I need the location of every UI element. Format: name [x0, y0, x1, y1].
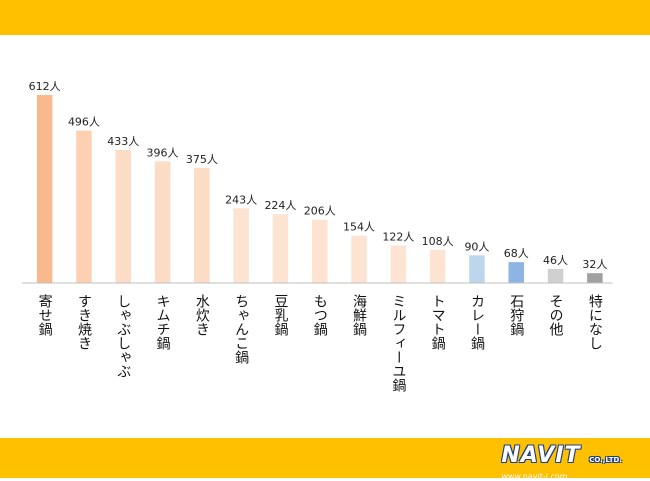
category-label-2: すき焼き — [76, 294, 92, 350]
category-label-5: 水炊き — [194, 294, 210, 336]
value-label-13: 68人 — [504, 247, 529, 260]
logo-suffix: CO.,LTD. — [589, 456, 622, 464]
value-label-14: 46人 — [543, 254, 568, 267]
value-label-11: 108人 — [422, 235, 454, 248]
bar-10 — [390, 245, 407, 283]
category-label-8: もつ鍋 — [312, 294, 328, 336]
value-label-6: 243人 — [225, 193, 257, 206]
top-banner-bar — [0, 0, 650, 35]
bar-8 — [312, 219, 328, 283]
value-label-12: 90人 — [464, 240, 489, 253]
value-label-10: 122人 — [382, 231, 414, 244]
bars-group — [36, 95, 603, 283]
category-label-4: キムチ鍋 — [155, 294, 171, 350]
bar-13 — [508, 262, 524, 283]
category-label-14: その他 — [548, 294, 564, 337]
category-label-1: 寄せ鍋 — [37, 293, 53, 336]
logo-name: NAVIT — [501, 443, 581, 468]
value-label-9: 154人 — [343, 221, 375, 234]
category-label-7: 豆乳鍋 — [272, 294, 288, 336]
bar-14 — [547, 268, 564, 283]
value-label-3: 433人 — [107, 135, 139, 148]
value-label-2: 496人 — [68, 116, 100, 129]
logo-wordmark: NAVIT CO.,LTD. — [501, 445, 622, 471]
value-label-4: 396人 — [147, 146, 179, 159]
bar-5 — [194, 167, 210, 283]
category-labels-group: 寄せ鍋 すき焼き しゃぶしゃぶ キムチ鍋 水炊き ちゃんこ鍋 豆乳鍋 もつ鍋 海鮮鍋 ミルフィーユ… — [37, 293, 603, 392]
bar-9 — [351, 235, 367, 283]
bar-1 — [36, 95, 53, 283]
value-labels-group: 612人 496人 433人 396人 375人 243人 224人 206人 154人 122人… — [29, 80, 608, 271]
category-label-12: カレー鍋 — [469, 294, 485, 350]
category-label-13: 石狩鍋 — [508, 294, 524, 336]
category-label-3: しゃぶしゃぶ — [115, 294, 131, 378]
bar-chart: 612人 496人 433人 396人 375人 243人 224人 206人 154人 122人… — [22, 80, 613, 392]
value-label-1: 612人 — [29, 80, 61, 93]
bar-7 — [272, 214, 289, 283]
value-label-7: 224人 — [264, 199, 296, 212]
bar-2 — [76, 130, 92, 283]
value-label-5: 375人 — [186, 153, 218, 166]
value-label-8: 206人 — [304, 205, 336, 218]
bar-15 — [587, 273, 603, 283]
bar-3 — [115, 149, 131, 283]
bar-11 — [429, 249, 446, 283]
value-label-15: 32人 — [582, 258, 607, 271]
category-label-6: ちゃんこ鍋 — [233, 294, 249, 364]
category-label-10: ミルフィーユ鍋 — [390, 294, 406, 392]
logo-url: www.navit-j.com — [501, 472, 568, 481]
bar-12 — [469, 255, 485, 283]
bottom-banner-bar — [0, 438, 650, 478]
bar-4 — [154, 161, 171, 283]
category-label-9: 海鮮鍋 — [351, 294, 367, 336]
navit-logo: NAVIT CO.,LTD. www.navit-j.com — [501, 445, 622, 481]
category-label-15: 特になし — [587, 294, 603, 350]
category-label-11: トマト鍋 — [430, 294, 446, 350]
bar-6 — [233, 208, 249, 283]
